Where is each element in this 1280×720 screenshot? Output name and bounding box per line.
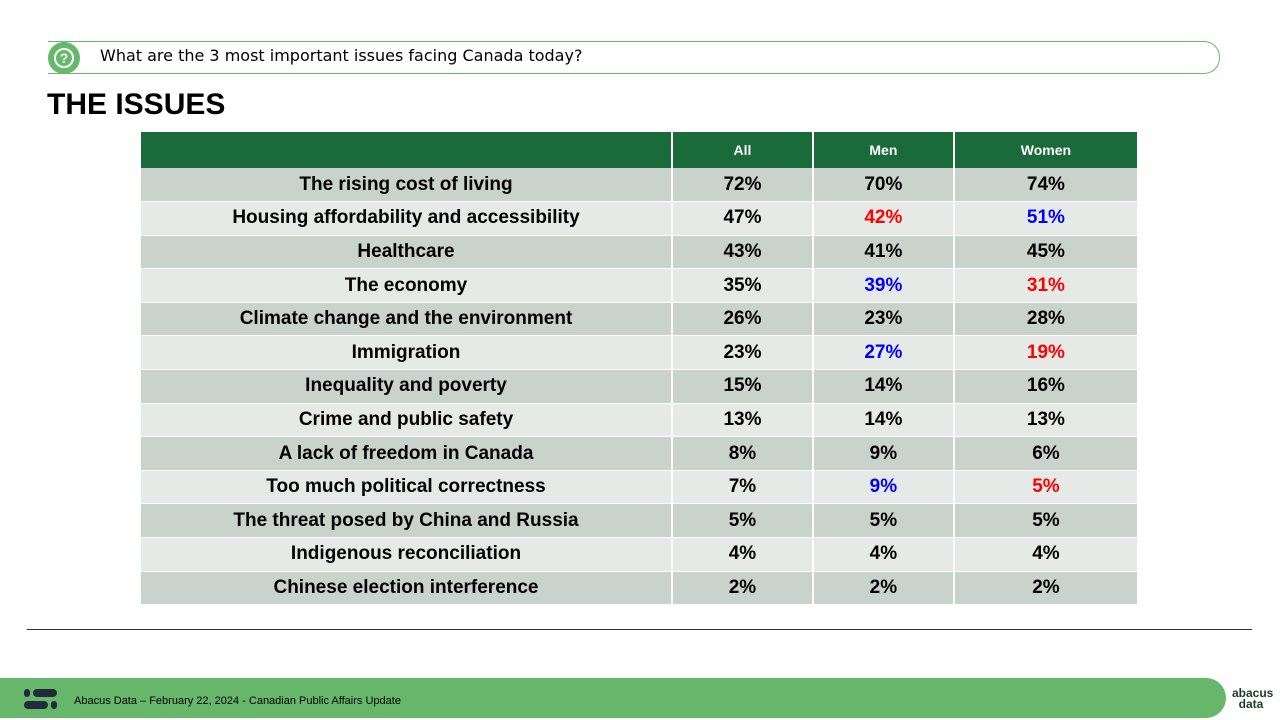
table-row: A lack of freedom in Canada 8% 9% 6% [141, 436, 1140, 471]
table-row: The threat posed by China and Russia 5% 5%… [141, 503, 1140, 539]
cell-label: Crime and public safety [141, 403, 673, 438]
table-row: Too much political correctness 7% 9% 5% [141, 470, 1140, 505]
cell-men: 70% [812, 168, 955, 203]
cell-all: 23% [672, 335, 814, 371]
cell-all: 4% [672, 537, 814, 572]
abacus-logo-icon [24, 689, 57, 709]
cell-all: 15% [672, 369, 814, 404]
cell-women: 2% [953, 571, 1140, 606]
question-icon: ? [48, 42, 80, 74]
cell-men: 41% [812, 235, 955, 270]
table-row: Crime and public safety 13% 14% 13% [141, 403, 1140, 438]
cell-men: 14% [812, 369, 955, 404]
cell-all: 5% [672, 503, 814, 539]
cell-women: 5% [953, 470, 1140, 505]
cell-men: 14% [812, 403, 955, 438]
cell-women: 4% [953, 537, 1140, 572]
table-row: The economy 35% 39% 31% [141, 268, 1140, 303]
cell-women: 51% [953, 201, 1140, 236]
cell-all: 7% [672, 470, 814, 505]
cell-men: 9% [812, 436, 955, 471]
cell-label: The threat posed by China and Russia [141, 503, 673, 539]
issues-table: All Men Women The rising cost of living 72%… [141, 132, 1140, 606]
cell-men: 23% [812, 302, 955, 337]
cell-label: The rising cost of living [141, 168, 673, 203]
divider [27, 629, 1252, 630]
cell-label: Inequality and poverty [141, 369, 673, 404]
cell-men: 4% [812, 537, 955, 572]
table-row: Chinese election interference 2% 2% 2% [141, 571, 1140, 606]
brand-logo: abacus data [1232, 686, 1274, 711]
table-row: Indigenous reconciliation 4% 4% 4% [141, 537, 1140, 572]
cell-men: 42% [812, 201, 955, 236]
cell-label: A lack of freedom in Canada [141, 436, 673, 471]
cell-women: 74% [953, 168, 1140, 203]
column-header: All [672, 132, 814, 168]
cell-label: Chinese election interference [141, 571, 673, 606]
cell-all: 2% [672, 571, 814, 606]
column-header: Men [812, 132, 955, 168]
cell-women: 31% [953, 268, 1140, 303]
cell-women: 6% [953, 436, 1140, 471]
page-title: THE ISSUES [47, 88, 226, 121]
cell-label: The economy [141, 268, 673, 303]
cell-label: Immigration [141, 335, 673, 371]
cell-label: Indigenous reconciliation [141, 537, 673, 572]
cell-women: 5% [953, 503, 1140, 539]
footer-bar [0, 678, 1226, 718]
cell-all: 43% [672, 235, 814, 270]
footer-text: Abacus Data – February 22, 2024 - Canadi… [74, 695, 401, 707]
cell-all: 35% [672, 268, 814, 303]
question-text: What are the 3 most important issues fac… [100, 46, 583, 65]
cell-men: 2% [812, 571, 955, 606]
cell-all: 72% [672, 168, 814, 203]
table-row: Inequality and poverty 15% 14% 16% [141, 369, 1140, 404]
cell-all: 13% [672, 403, 814, 438]
cell-women: 16% [953, 369, 1140, 404]
cell-men: 27% [812, 335, 955, 371]
column-header [141, 132, 673, 168]
cell-men: 5% [812, 503, 955, 539]
question-bar [48, 41, 1220, 74]
cell-label: Healthcare [141, 235, 673, 270]
cell-label: Climate change and the environment [141, 302, 673, 337]
cell-women: 28% [953, 302, 1140, 337]
cell-label: Too much political correctness [141, 470, 673, 505]
table-row: Housing affordability and accessibility 4… [141, 201, 1140, 236]
table-row: Immigration 23% 27% 19% [141, 335, 1140, 371]
cell-men: 9% [812, 470, 955, 505]
cell-all: 8% [672, 436, 814, 471]
table-row: The rising cost of living 72% 70% 74% [141, 168, 1140, 203]
cell-all: 47% [672, 201, 814, 236]
cell-women: 45% [953, 235, 1140, 270]
table-row: Climate change and the environment 26% 23%… [141, 302, 1140, 337]
cell-label: Housing affordability and accessibility [141, 201, 673, 236]
column-header: Women [953, 132, 1140, 168]
cell-all: 26% [672, 302, 814, 337]
cell-men: 39% [812, 268, 955, 303]
table-row: Healthcare 43% 41% 45% [141, 235, 1140, 270]
cell-women: 13% [953, 403, 1140, 438]
cell-women: 19% [953, 335, 1140, 371]
